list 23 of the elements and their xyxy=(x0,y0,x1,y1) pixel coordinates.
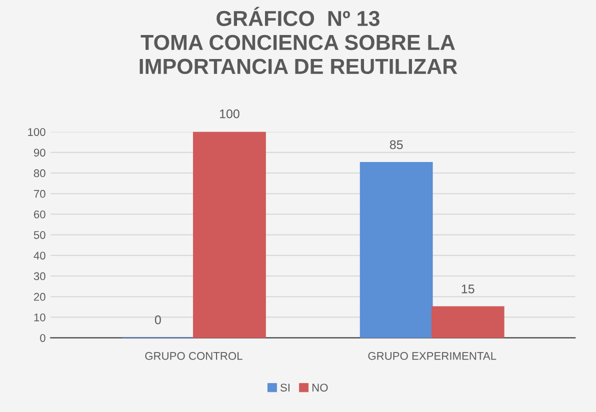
y-tick-label: 90 xyxy=(34,148,46,157)
y-tick-label: 40 xyxy=(34,252,46,260)
x-tick-label: GRUPO EXPERIMENTAL xyxy=(368,352,496,360)
data-label: 85 xyxy=(390,140,403,150)
y-tick-label: 20 xyxy=(34,292,46,301)
chart-title: GRÁFICO Nº 13 TOMA CONCIENCA SOBRE LA IMPORTANCIA DE REUTILIZAR xyxy=(140,6,458,74)
bar xyxy=(431,306,504,338)
legend-label: SI xyxy=(280,384,290,392)
y-tick-label: 80 xyxy=(34,169,46,178)
bar xyxy=(193,132,266,338)
y-tick-label: 60 xyxy=(34,210,46,218)
data-label: 100 xyxy=(220,109,240,118)
y-tick-label: 100 xyxy=(28,128,46,136)
y-tick-label: 50 xyxy=(34,231,46,239)
y-tick-label: 30 xyxy=(34,272,46,280)
y-tick-label: 70 xyxy=(34,190,46,198)
data-label: 15 xyxy=(462,284,474,294)
y-tick-label: 0 xyxy=(40,334,46,342)
bar xyxy=(360,162,433,338)
x-tick-label: GRUPO CONTROL xyxy=(145,352,242,360)
y-tick-label: 10 xyxy=(34,314,46,322)
data-label: 0 xyxy=(154,315,161,324)
legend-label: NO xyxy=(312,384,328,392)
